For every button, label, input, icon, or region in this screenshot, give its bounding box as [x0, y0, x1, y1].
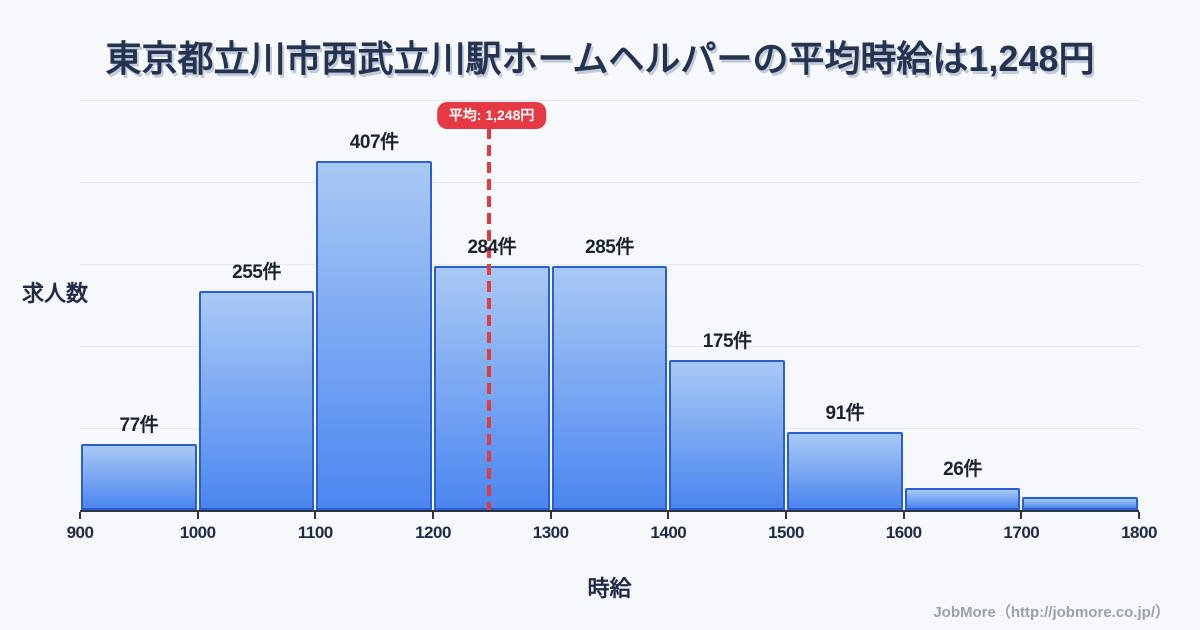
bar-value-label: 407件 — [349, 131, 399, 153]
axis-tick-label: 1800 — [1121, 523, 1157, 542]
axis-tick — [432, 512, 434, 519]
axis-tick — [902, 512, 905, 519]
x-axis-label: 時給 — [587, 576, 632, 601]
axis-tick — [79, 512, 81, 519]
gridline — [80, 100, 1139, 101]
axis-tick-label: 1100 — [297, 523, 333, 542]
axis-tick — [549, 512, 552, 519]
gridline — [80, 182, 1139, 183]
histogram-bar — [316, 160, 432, 510]
histogram-bar — [1022, 497, 1138, 510]
axis-tick — [314, 512, 317, 519]
axis-tick-label: 900 — [66, 523, 94, 542]
axis-tick — [667, 512, 670, 519]
axis-tick-label: 1000 — [179, 523, 216, 542]
bar-value-label: 285件 — [585, 236, 634, 258]
bar-value-label: 284件 — [467, 237, 517, 259]
axis-tick — [196, 512, 199, 519]
histogram-bar — [786, 431, 903, 510]
gridline — [80, 264, 1139, 265]
bar-value-label: 91件 — [825, 402, 865, 424]
histogram-bar — [198, 291, 315, 510]
axis-tick-label: 1500 — [768, 523, 804, 542]
histogram-bar — [904, 487, 1021, 510]
histogram-bar — [433, 266, 550, 510]
bar-value-label: 175件 — [702, 330, 752, 352]
axis-tick-label: 1700 — [1003, 523, 1040, 542]
histogram-bar — [669, 359, 785, 510]
bar-value-label: 77件 — [119, 414, 159, 436]
axis-tick — [1138, 512, 1140, 519]
axis-tick — [785, 512, 787, 519]
bar-value-label: 26件 — [943, 458, 982, 480]
x-axis: 900 1000 1100 1200 1300 1400 1500 1600 1700 1800 — [67, 512, 1157, 558]
mean-dashed-line — [487, 128, 492, 510]
axis-tick-label: 1400 — [650, 523, 687, 542]
bar-value-label: 255件 — [232, 262, 281, 284]
axis-tick — [1020, 512, 1023, 519]
y-axis-label: 求人数 — [22, 281, 89, 306]
mean-badge: 平均: 1,248円 — [436, 102, 547, 129]
axis-tick-label: 1200 — [415, 523, 451, 542]
credit-watermark: JobMore（http://jobmore.co.jp/） — [933, 604, 1170, 621]
plot-area: 平均: 1,248円 77件 255件 407件 284件 285件 175件 91件 26件 — [80, 100, 1139, 512]
axis-tick-label: 1600 — [885, 523, 922, 542]
page-title: 東京都立川市西武立川駅ホームヘルパーの平均時給は1,248円 — [105, 38, 1095, 79]
histogram-bar — [81, 443, 197, 510]
histogram-bar — [551, 265, 668, 510]
axis-tick-label: 1300 — [532, 523, 569, 542]
